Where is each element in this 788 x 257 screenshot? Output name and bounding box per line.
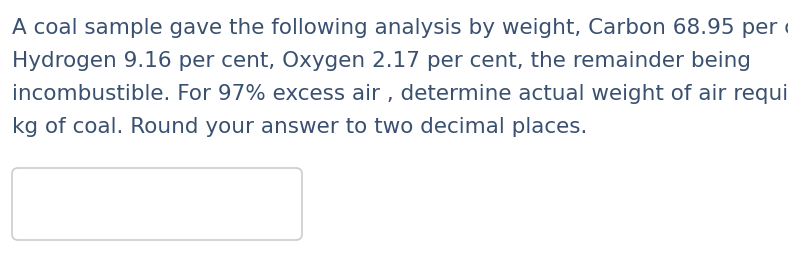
Text: Hydrogen 9.16 per cent, Oxygen 2.17 per cent, the remainder being: Hydrogen 9.16 per cent, Oxygen 2.17 per … [12,51,751,71]
Text: incombustible. For 97% excess air , determine actual weight of air required per: incombustible. For 97% excess air , dete… [12,84,788,104]
Text: A coal sample gave the following analysis by weight, Carbon 68.95 per cent,: A coal sample gave the following analysi… [12,18,788,38]
FancyBboxPatch shape [12,168,302,240]
Text: kg of coal. Round your answer to two decimal places.: kg of coal. Round your answer to two dec… [12,117,587,137]
